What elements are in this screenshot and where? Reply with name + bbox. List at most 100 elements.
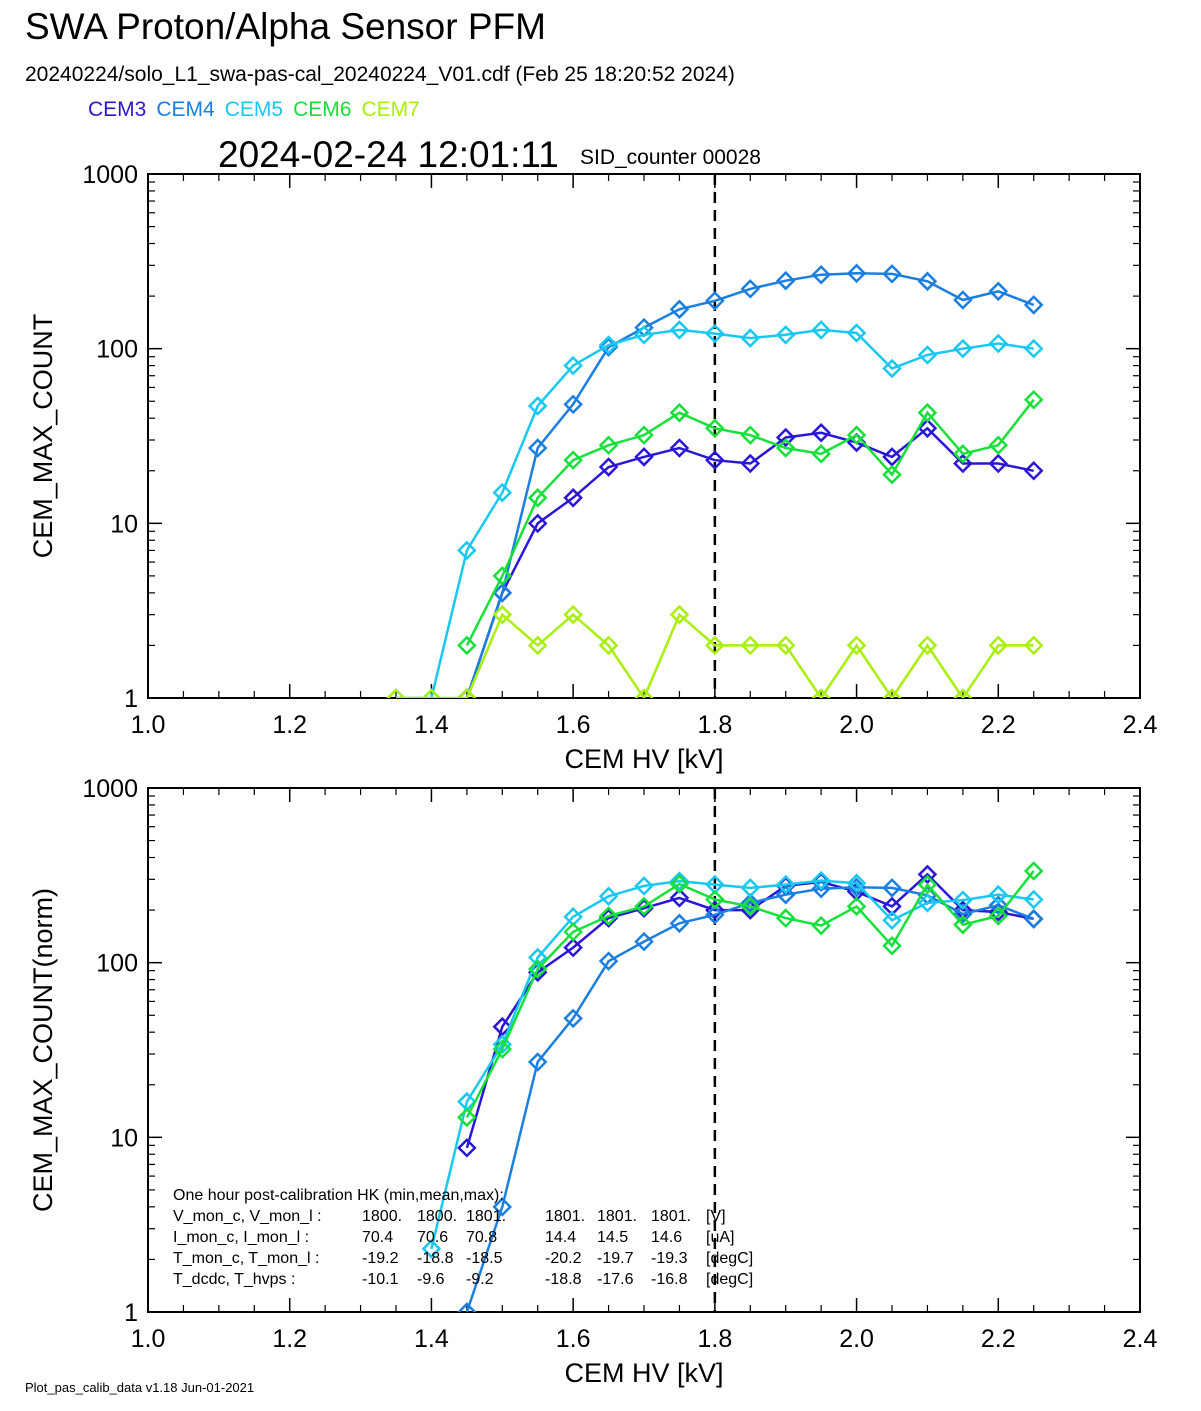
data-point-cem3 (775, 427, 796, 448)
data-point-cem3 (740, 453, 761, 474)
data-point-cem5 (811, 320, 831, 340)
hk-cell: I_mon_c, I_mon_l : (173, 1229, 309, 1246)
hk-cell: 1801. (545, 1208, 585, 1225)
data-point-cem4 (563, 394, 583, 415)
hk-heading: One hour post-calibration HK (min,mean,m… (173, 1187, 504, 1204)
x-tick-label: 1.8 (697, 1325, 732, 1353)
x-tick-label: 1.4 (414, 1325, 449, 1353)
data-point-cem3 (669, 438, 690, 458)
hk-cell: -10.1 (362, 1271, 399, 1288)
data-point-cem4 (457, 1302, 477, 1312)
data-point-cem3 (669, 888, 690, 908)
series-group (386, 263, 1044, 698)
data-point-cem5 (740, 328, 761, 348)
x-tick-label: 2.4 (1123, 711, 1158, 739)
series-line-cem6 (465, 870, 1035, 1118)
x-tick-label: 1.4 (414, 711, 449, 739)
data-point-cem7 (846, 635, 867, 656)
data-point-cem6 (634, 896, 654, 917)
data-point-cem6 (811, 444, 831, 464)
data-point-cem6 (563, 450, 583, 470)
x-tick-label: 1.0 (131, 711, 166, 739)
y-axis-label: CEM_MAX_COUNT (28, 314, 58, 559)
data-point-cem5 (988, 333, 1009, 354)
data-point-cem7 (988, 635, 1009, 656)
data-point-cem4 (740, 893, 761, 913)
hk-cell: -18.5 (466, 1250, 503, 1267)
data-point-cem5 (421, 1239, 442, 1259)
hk-cell: -18.8 (545, 1271, 582, 1288)
data-point-cem4 (634, 931, 654, 952)
data-point-cem6 (953, 444, 973, 464)
data-point-cem6 (1023, 861, 1044, 881)
data-point-cem6 (846, 896, 867, 917)
data-point-cem3 (457, 1138, 477, 1158)
data-point-cem6 (457, 635, 477, 656)
data-point-cem3 (917, 864, 938, 885)
data-point-cem4 (882, 878, 902, 898)
data-point-cem6 (740, 896, 761, 917)
y-tick-label: 100 (96, 950, 138, 978)
data-point-cem5 (846, 873, 867, 893)
data-point-cem7 (669, 604, 690, 625)
data-point-cem5 (492, 1034, 513, 1055)
data-point-cem7 (705, 635, 725, 656)
hk-cell: [degC] (706, 1250, 753, 1267)
data-point-cem3 (634, 898, 654, 918)
data-point-cem6 (598, 906, 619, 926)
data-point-cem5 (953, 890, 973, 910)
data-point-cem5 (705, 323, 725, 344)
hk-cell: T_dcdc, T_hvps : (173, 1271, 295, 1288)
x-tick-label: 1.0 (131, 1325, 166, 1353)
series-group (421, 861, 1044, 1312)
data-point-cem4 (953, 904, 973, 924)
data-point-cem5 (953, 338, 973, 359)
data-point-cem4 (527, 1052, 548, 1072)
data-point-cem5 (634, 876, 654, 896)
hk-cell: V_mon_c, V_mon_l : (173, 1208, 322, 1225)
data-point-cem7 (386, 688, 406, 698)
data-point-cem6 (669, 874, 690, 894)
data-point-cem5 (740, 878, 761, 898)
file-subtitle: 20240224/solo_L1_swa-pas-cal_20240224_V0… (25, 63, 735, 86)
data-point-cem6 (740, 425, 761, 445)
x-tick-label: 2.4 (1123, 1325, 1158, 1353)
data-point-cem5 (457, 540, 477, 561)
legend-entry-cem7: CEM7 (361, 98, 420, 121)
data-point-cem6 (882, 464, 902, 485)
data-point-cem7 (527, 635, 548, 656)
series-line-cem4 (465, 272, 1035, 698)
data-point-cem6 (527, 959, 548, 979)
x-tick-label: 2.0 (839, 1325, 874, 1353)
data-point-cem4 (775, 270, 796, 291)
y-tick-label: 1000 (82, 775, 138, 803)
x-axis-label: CEM HV [kV] (564, 1358, 723, 1388)
data-point-cem6 (457, 1107, 477, 1128)
data-point-cem4 (1023, 909, 1044, 929)
data-point-cem6 (988, 906, 1009, 926)
y-tick-label: 10 (110, 510, 138, 538)
data-point-cem4 (882, 264, 902, 284)
data-point-cem3 (563, 937, 583, 958)
x-tick-label: 1.6 (556, 1325, 591, 1353)
page-title: SWA Proton/Alpha Sensor PFM (25, 6, 546, 47)
data-point-cem6 (598, 435, 619, 455)
hk-cell: [uA] (706, 1229, 734, 1246)
data-point-cem6 (492, 566, 513, 586)
data-point-cem3 (953, 453, 973, 474)
series-line-cem6 (465, 398, 1035, 646)
data-point-cem3 (811, 422, 831, 443)
legend-entry-cem6: CEM6 (293, 98, 352, 121)
data-point-cem4 (811, 878, 831, 899)
hk-cell: -20.2 (545, 1250, 582, 1267)
data-point-cem5 (598, 886, 619, 907)
x-tick-label: 1.8 (697, 711, 732, 739)
data-point-cem4 (527, 438, 548, 458)
legend: CEM3 CEM4 CEM5 CEM6 CEM7 (88, 98, 430, 122)
data-point-cem5 (775, 325, 796, 345)
data-point-cem7 (917, 635, 938, 656)
data-point-cem3 (988, 453, 1009, 474)
x-tick-label: 2.2 (981, 1325, 1016, 1353)
y-tick-label: 10 (110, 1124, 138, 1152)
